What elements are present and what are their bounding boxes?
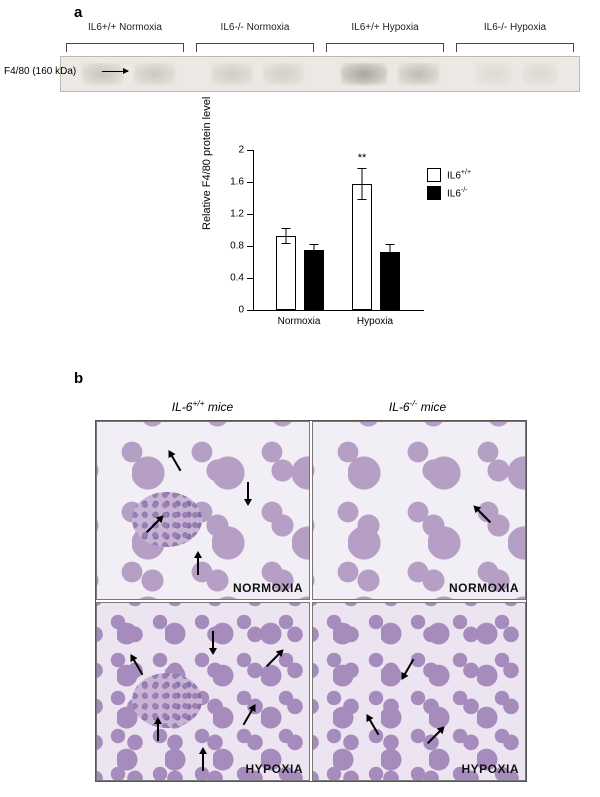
wb-lane — [134, 63, 175, 85]
bar — [304, 250, 324, 310]
x-category-label: Normoxia — [278, 316, 321, 327]
ytick-label: 0.4 — [222, 273, 244, 284]
micrograph-col-header: IL-6+/+ mice — [95, 398, 310, 414]
pointer-arrow-icon — [157, 723, 159, 741]
wb-lane — [263, 63, 304, 85]
error-bar — [314, 244, 315, 255]
tissue-cluster — [132, 492, 202, 547]
wb-lane — [475, 63, 511, 85]
western-blot: IL6+/+ NormoxiaIL6-/- NormoxiaIL6+/+ Hyp… — [60, 22, 580, 92]
significance-marker: ** — [358, 152, 367, 164]
legend: IL6+/+ IL6-/- — [427, 168, 471, 204]
wb-group-label: IL6-/- Normoxia — [190, 22, 320, 50]
micrograph-cell: HYPOXIA — [96, 602, 310, 781]
wb-group-label: IL6+/+ Hypoxia — [320, 22, 450, 50]
bar-chart: Relative F4/80 protein level 00.40.81.21… — [195, 140, 465, 350]
wb-lane — [82, 63, 123, 85]
ytick-label: 0 — [222, 305, 244, 316]
bar — [352, 184, 372, 310]
pointer-arrow-icon — [202, 753, 204, 771]
condition-label: HYPOXIA — [461, 762, 519, 776]
micrograph-cell: NORMOXIA — [96, 421, 310, 600]
pointer-arrow-icon — [197, 557, 199, 575]
legend-item: IL6+/+ — [427, 168, 471, 182]
panel-a-label: a — [74, 4, 82, 21]
pointer-arrow-icon — [212, 631, 214, 649]
wb-lane — [398, 63, 439, 85]
ytick-label: 1.6 — [222, 177, 244, 188]
y-axis-title: Relative F4/80 protein level — [201, 97, 213, 230]
wb-group-label: IL6-/- Hypoxia — [450, 22, 580, 50]
condition-label: NORMOXIA — [233, 581, 303, 595]
error-bar — [390, 244, 391, 260]
pointer-arrow-icon — [247, 482, 249, 500]
panel-b-label: b — [74, 370, 83, 387]
micrograph-cell: HYPOXIA — [312, 602, 526, 781]
error-bar — [286, 228, 287, 244]
legend-item: IL6-/- — [427, 186, 471, 200]
bar — [380, 252, 400, 310]
micrograph-cell: NORMOXIA — [312, 421, 526, 600]
wb-group-label: IL6+/+ Normoxia — [60, 22, 190, 50]
wb-marker-label: F4/80 (160 kDa) — [4, 66, 76, 77]
wb-lane — [211, 63, 252, 85]
arrow-icon — [102, 71, 128, 72]
wb-lane — [341, 63, 388, 85]
condition-label: NORMOXIA — [449, 581, 519, 595]
x-category-label: Hypoxia — [357, 316, 393, 327]
micrograph-col-header: IL-6-/- mice — [310, 398, 525, 414]
ytick-label: 0.8 — [222, 241, 244, 252]
ytick-label: 2 — [222, 145, 244, 156]
micrograph-panel: IL-6+/+ miceIL-6-/- mice NORMOXIA NORMOXI… — [95, 398, 525, 782]
tissue-cluster — [132, 673, 202, 728]
wb-lane — [522, 63, 558, 85]
condition-label: HYPOXIA — [245, 762, 303, 776]
bar — [276, 236, 296, 310]
ytick-label: 1.2 — [222, 209, 244, 220]
error-bar — [362, 168, 363, 200]
